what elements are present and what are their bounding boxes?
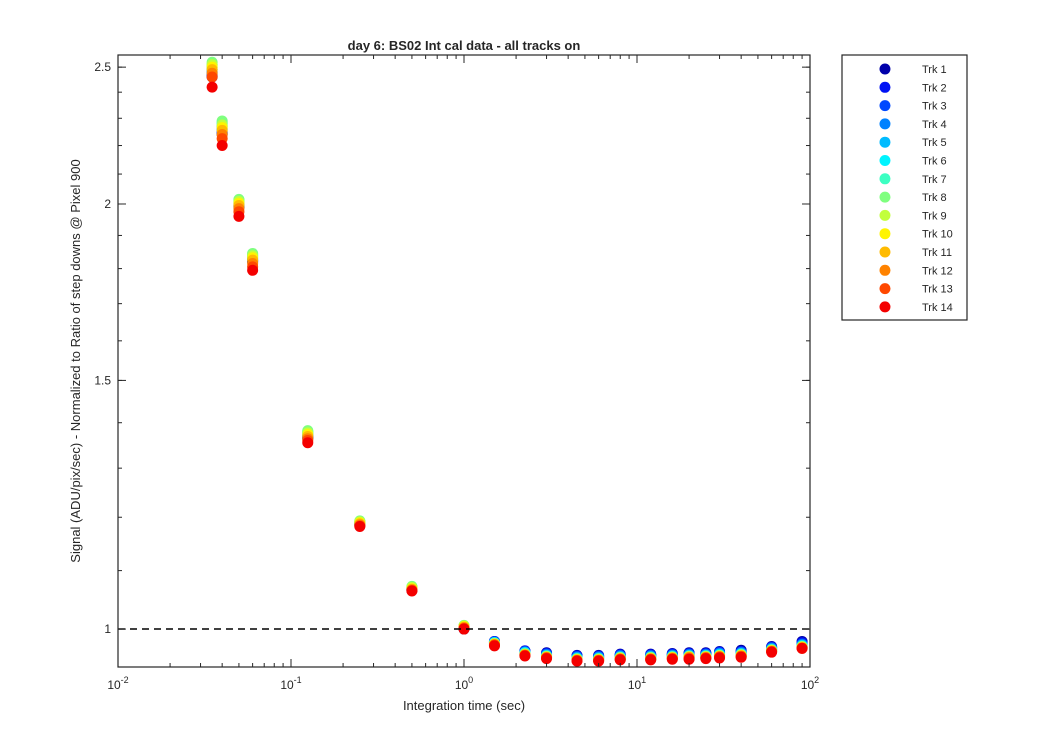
legend-marker (879, 136, 891, 148)
legend-label: Trk 5 (922, 137, 947, 149)
y-tick-label: 1.5 (94, 373, 111, 387)
x-tick-label: 10-2 (107, 675, 128, 692)
marker-layer (206, 56, 808, 667)
y-axis-ticks: 1 1.5 2 2.5 (94, 60, 810, 636)
data-point (714, 652, 726, 664)
data-point (519, 650, 531, 662)
legend-marker (879, 209, 891, 221)
legend-marker (879, 81, 891, 93)
y-tick-label: 2 (104, 197, 111, 211)
legend-label: Trk 1 (922, 64, 947, 76)
data-point (593, 655, 605, 667)
legend-label: Trk 8 (922, 192, 947, 204)
legend-label: Trk 10 (922, 229, 953, 241)
data-point (216, 140, 228, 152)
legend-label: Trk 6 (922, 156, 947, 168)
legend-marker (879, 301, 891, 313)
data-point (766, 646, 778, 658)
data-point (206, 81, 218, 93)
legend-marker (879, 283, 891, 295)
legend-marker (879, 246, 891, 258)
data-point (541, 653, 553, 665)
legend-label: Trk 3 (922, 101, 947, 113)
legend-label: Trk 14 (922, 302, 953, 314)
plot-area (118, 55, 810, 667)
legend-marker (879, 173, 891, 185)
legend-label: Trk 12 (922, 265, 953, 277)
legend-marker (879, 63, 891, 75)
legend-label: Trk 9 (922, 210, 947, 222)
data-point (206, 71, 218, 83)
legend-label: Trk 11 (922, 247, 952, 259)
data-point (571, 655, 583, 667)
legend-marker (879, 228, 891, 240)
data-point (614, 654, 626, 666)
data-point (683, 653, 695, 665)
data-point (406, 585, 418, 597)
x-tick-label: 101 (628, 675, 646, 692)
data-point (458, 623, 470, 635)
data-point (488, 640, 500, 652)
y-tick-label: 1 (104, 622, 111, 636)
legend-label: Trk 4 (922, 119, 947, 131)
legend-marker (879, 118, 891, 130)
legend-marker (879, 264, 891, 276)
data-point (735, 651, 747, 663)
data-point (247, 264, 259, 276)
y-tick-label: 2.5 (94, 60, 111, 74)
data-point (302, 437, 314, 449)
data-point (233, 210, 245, 222)
data-point (700, 653, 712, 665)
data-point (645, 654, 657, 666)
legend-label: Trk 2 (922, 82, 947, 94)
legend-label: Trk 7 (922, 174, 947, 186)
legend-box (841, 54, 968, 321)
data-point (666, 653, 678, 665)
plot-frame (117, 54, 811, 668)
legend-marker (879, 155, 891, 166)
legend: Trk 1 Trk 2 Trk 3 Trk 4 Trk 5 Trk 6 Trk 7 Trk 8… (841, 54, 968, 321)
chart-title: day 6: BS02 Int cal data - all tracks on (348, 38, 581, 53)
data-point (354, 521, 366, 533)
legend-label: Trk 13 (922, 284, 953, 296)
data-point (796, 642, 808, 654)
y-axis-label: Signal (ADU/pix/sec) - Normalized to Rat… (68, 159, 83, 562)
legend-marker (879, 100, 891, 112)
x-tick-label: 10-1 (280, 675, 301, 692)
x-tick-label: 100 (455, 675, 473, 692)
x-tick-label: 102 (801, 675, 819, 692)
legend-marker (879, 191, 891, 203)
x-axis-label: Integration time (sec) (403, 698, 525, 713)
x-axis-ticks: 10-2 10-1 100 101 102 (107, 55, 819, 692)
